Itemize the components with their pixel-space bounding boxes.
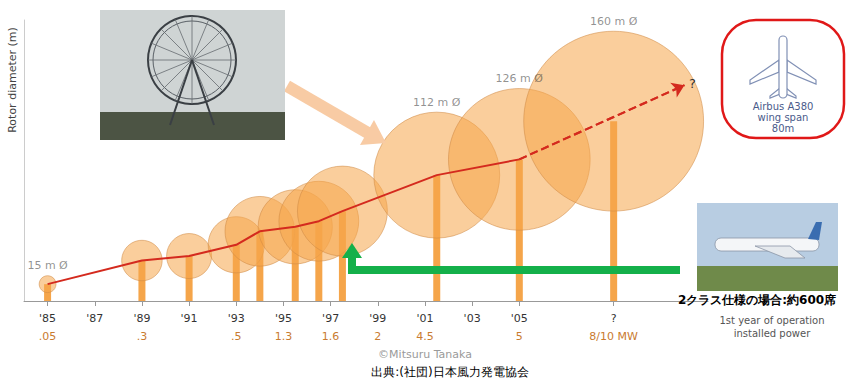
svg-text:?: ? [611,312,617,325]
svg-text:installed power: installed power [734,328,811,339]
svg-text:2クラス仕様の場合:約600席: 2クラス仕様の場合:約600席 [678,293,836,307]
svg-text:.5: .5 [231,330,242,343]
svg-text:出典:(社団)日本風力発電協会: 出典:(社団)日本風力発電協会 [371,365,528,379]
svg-text:'89: '89 [133,312,150,325]
svg-text:126 m Ø: 126 m Ø [496,72,544,85]
svg-text:'87: '87 [86,312,103,325]
svg-text:'95: '95 [275,312,292,325]
svg-text:Airbus A380: Airbus A380 [753,101,814,112]
svg-text:'91: '91 [181,312,198,325]
svg-text:.05: .05 [39,330,57,343]
svg-text:160 m Ø: 160 m Ø [590,15,638,28]
svg-text:8/10 MW: 8/10 MW [589,330,638,343]
svg-text:?: ? [689,76,696,91]
svg-text:'01: '01 [416,312,433,325]
svg-text:80m: 80m [772,123,794,134]
svg-text:112 m Ø: 112 m Ø [413,96,461,109]
svg-text:'05: '05 [511,312,528,325]
svg-text:5: 5 [516,330,523,343]
svg-text:'97: '97 [322,312,339,325]
svg-text:'99: '99 [369,312,386,325]
svg-text:2: 2 [374,330,381,343]
svg-text:15 m Ø: 15 m Ø [27,259,68,272]
svg-text:.3: .3 [137,330,148,343]
svg-text:'93: '93 [228,312,245,325]
svg-text:'85: '85 [39,312,56,325]
svg-text:1.3: 1.3 [275,330,293,343]
svg-text:1st year of operation: 1st year of operation [720,315,825,326]
svg-text:©Mitsuru Tanaka: ©Mitsuru Tanaka [378,348,472,361]
svg-text:1.6: 1.6 [322,330,340,343]
svg-text:wing span: wing span [758,112,809,123]
svg-text:4.5: 4.5 [416,330,434,343]
svg-text:Rotor diameter (m): Rotor diameter (m) [6,27,19,133]
svg-text:'03: '03 [464,312,481,325]
